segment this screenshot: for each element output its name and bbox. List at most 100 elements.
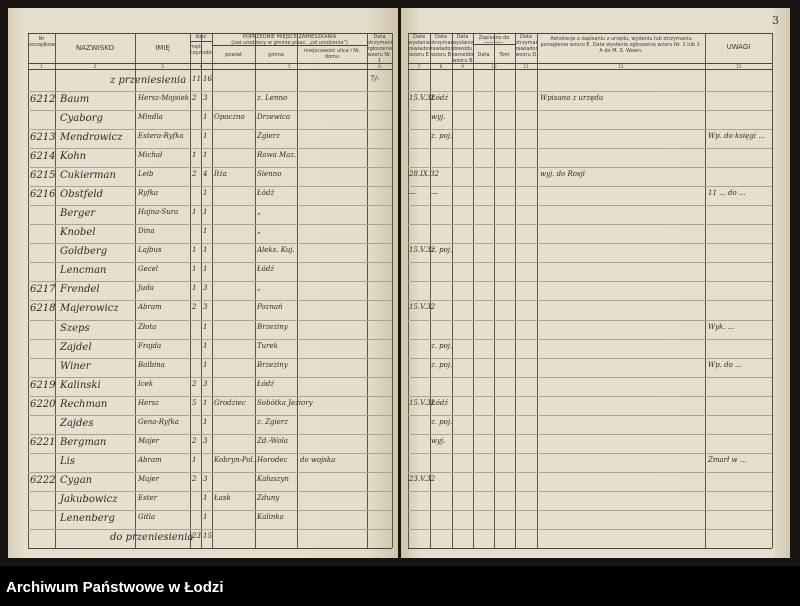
cell-k: 3 <box>203 437 208 445</box>
cell-gmina: „ <box>257 284 261 292</box>
cell-powiat: Opoczno <box>214 113 245 121</box>
cell-k: 1 <box>203 246 208 254</box>
cell-c13: Wyk. ... <box>708 323 735 331</box>
column-number: 8 <box>439 64 443 69</box>
cell-k: 1 <box>203 494 208 502</box>
cell-gmina: Brzeziny <box>257 323 288 331</box>
row-rule <box>408 167 772 168</box>
row-rule <box>408 281 772 282</box>
header-rule <box>28 33 392 34</box>
cell-nr: 6215 <box>30 170 56 181</box>
cell-gmina: Rawa Maz. <box>257 151 297 159</box>
header-rule <box>28 69 392 70</box>
cell-name: Frajda <box>138 342 162 350</box>
cell-c8: — <box>431 189 438 197</box>
row-rule <box>408 262 772 263</box>
row-rule <box>408 491 772 492</box>
row-rule <box>408 91 772 92</box>
cell-powiat: Iłża <box>214 170 227 178</box>
column-number: 7 <box>417 64 421 69</box>
column-rule <box>537 33 538 548</box>
column-header: miejscowość ulica i Nr. domu <box>303 48 361 60</box>
cell-k: 3 <box>203 284 208 292</box>
column-number: 4 <box>199 64 203 69</box>
row-rule <box>408 396 772 397</box>
column-number: 6 <box>378 64 381 69</box>
cell-c8: z. poj. <box>431 342 453 350</box>
cell-surname: Cyaborg <box>60 113 103 124</box>
header-rule <box>473 44 515 45</box>
cell-c8: wyj. <box>431 113 446 121</box>
cell-surname: Frendel <box>60 284 100 295</box>
row-rule <box>408 148 772 149</box>
cell-c7: 15.V.32 <box>409 246 436 254</box>
cell-k: 3 <box>203 94 208 102</box>
cell-gmina: Poznań <box>257 303 283 311</box>
cell-name: Hersz <box>138 399 159 407</box>
right-page <box>401 8 790 558</box>
cell-name: Estera-Ryfka <box>138 132 184 140</box>
row-rule <box>28 434 392 435</box>
column-header: Tom Strona <box>499 52 510 58</box>
column-number: 13 <box>735 64 742 69</box>
footer-bar: Archiwum Państwowe w Łodzi <box>0 566 800 606</box>
column-rule <box>772 33 773 548</box>
cell-name: Ester <box>138 494 158 502</box>
row-rule <box>28 281 392 282</box>
cell-k: 16 <box>203 75 212 83</box>
cell-gmina: Kałuszyn <box>257 475 289 483</box>
cell-gmina: Zgierz <box>257 132 280 140</box>
header-rule <box>408 33 772 34</box>
row-rule <box>408 529 772 530</box>
column-header: Data <box>477 52 490 58</box>
column-header: (zaś urodzony w gminie pisać: „od urodze… <box>231 40 348 45</box>
cell-k: 1 <box>203 227 208 235</box>
row-rule <box>28 224 392 225</box>
cell-m: 2 <box>192 475 197 483</box>
archive-name: Archiwum Państwowe w Łodzi <box>6 579 224 596</box>
row-rule <box>28 453 392 454</box>
cell-m: 1 <box>192 284 197 292</box>
row-rule <box>408 243 772 244</box>
row-rule <box>28 339 392 340</box>
cell-surname: Majerowicz <box>60 303 119 314</box>
cell-surname: Bergman <box>60 437 107 448</box>
cell-surname: Szeps <box>60 323 90 334</box>
cell-name: Hersz-Mojsiek <box>138 94 190 102</box>
cell-name: Hajna-Sura <box>138 208 179 216</box>
row-rule <box>408 453 772 454</box>
cell-c12: Wpisano z urzędu <box>540 94 604 102</box>
cell-m: 1 <box>192 246 197 254</box>
cell-c8: z. poj. <box>431 361 453 369</box>
cell-m: 2 <box>192 303 197 311</box>
cell-surname: Rechman <box>60 399 108 410</box>
row-rule <box>408 110 772 111</box>
cell-c12: wyj. do Rosji <box>540 170 585 178</box>
cell-name: Złota <box>138 323 157 331</box>
cell-surname: Mendrowicz <box>60 132 123 143</box>
column-rule <box>297 33 298 548</box>
cell-c8: Łódź <box>431 399 449 407</box>
row-rule <box>408 320 772 321</box>
cell-k: 1 <box>203 513 208 521</box>
cell-nr: 6221 <box>30 437 56 448</box>
cell-surname: Lencman <box>60 265 107 276</box>
cell-name: Juda <box>138 284 154 292</box>
cell-k: 1 <box>203 418 208 426</box>
cell-c8: z. poj. <box>431 246 453 254</box>
cell-c7: 28.IX.32 <box>409 170 440 178</box>
row-rule <box>28 510 392 511</box>
column-header: Nr porządkowy <box>28 36 55 48</box>
row-rule <box>408 377 772 378</box>
header-rule <box>28 63 392 64</box>
column-rule <box>408 33 409 548</box>
row-rule <box>408 339 772 340</box>
cell-c8: Łódź <box>431 94 449 102</box>
row-rule <box>28 110 392 111</box>
cell-k: 1 <box>203 132 208 140</box>
row-rule <box>408 358 772 359</box>
cell-name: Icek <box>138 380 154 388</box>
row-rule <box>28 472 392 473</box>
cell-k: 1 <box>203 113 208 121</box>
column-header: Zapisano do rejestru mieszkańców <box>478 35 510 43</box>
